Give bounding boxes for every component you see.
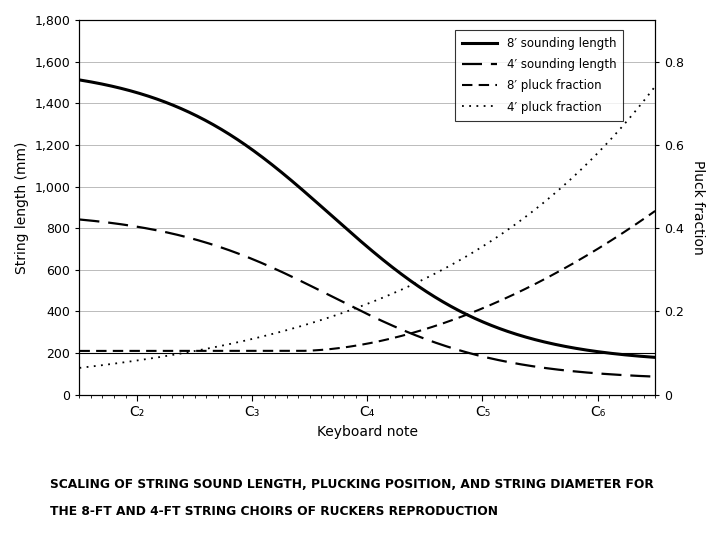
Y-axis label: String length (mm): String length (mm) [15, 141, 29, 273]
Text: THE 8-FT AND 4-FT STRING CHOIRS OF RUCKERS REPRODUCTION: THE 8-FT AND 4-FT STRING CHOIRS OF RUCKE… [50, 505, 498, 518]
Y-axis label: Pluck fraction: Pluck fraction [691, 160, 705, 255]
X-axis label: Keyboard note: Keyboard note [317, 424, 418, 438]
Legend: 8′ sounding length, 4′ sounding length, 8′ pluck fraction, 4′ pluck fraction: 8′ sounding length, 4′ sounding length, … [454, 30, 624, 120]
Text: SCALING OF STRING SOUND LENGTH, PLUCKING POSITION, AND STRING DIAMETER FOR: SCALING OF STRING SOUND LENGTH, PLUCKING… [50, 478, 654, 491]
